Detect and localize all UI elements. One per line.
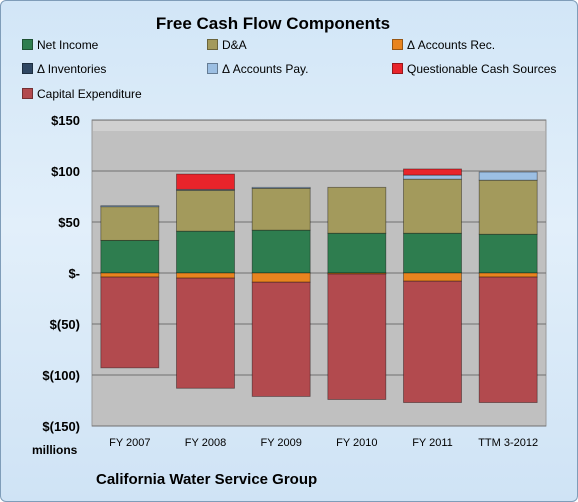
- y-tick-label: $150: [51, 113, 80, 128]
- legend-item: D&A: [207, 38, 247, 52]
- legend-swatch: [22, 39, 33, 50]
- chart-title: Free Cash Flow Components: [155, 14, 391, 33]
- bar-segment: [403, 272, 462, 282]
- bar-segment: [403, 174, 462, 180]
- y-tick-label: $-: [68, 266, 80, 281]
- bar-segment: [327, 232, 387, 274]
- bar-segment: [403, 178, 462, 234]
- bar-segment: [403, 168, 462, 176]
- bar-segment: [100, 239, 160, 274]
- y-tick-label: $(100): [42, 368, 80, 383]
- bar-segment: [251, 229, 311, 274]
- legend-item: Δ Accounts Rec.: [392, 38, 495, 52]
- legend-swatch: [207, 39, 218, 50]
- plot-highlight: [93, 121, 545, 131]
- bar-segment: [478, 179, 538, 235]
- chart-subtitle: California Water Service Group: [96, 471, 318, 488]
- legend-label: Questionable Cash Sources: [407, 62, 557, 76]
- y-tick-label: $50: [58, 215, 80, 230]
- bar-segment: [327, 273, 387, 400]
- bar-segment: [176, 230, 235, 274]
- legend-item: Net Income: [22, 38, 98, 52]
- legend-swatch: [392, 63, 403, 74]
- bar-segment: [478, 272, 538, 278]
- y-tick-label: $(50): [50, 317, 80, 332]
- bar-segment: [251, 272, 311, 283]
- bar-segment: [100, 205, 160, 208]
- legend-item: Δ Accounts Pay.: [207, 62, 309, 76]
- bar-segment: [403, 280, 462, 403]
- bar-segment: [176, 277, 235, 389]
- bar-segment: [478, 233, 538, 274]
- legend-label: Δ Accounts Pay.: [222, 62, 309, 76]
- legend-label: Net Income: [37, 38, 99, 52]
- legend-swatch: [392, 39, 403, 50]
- legend-swatch: [207, 63, 218, 74]
- bar-segment: [478, 171, 538, 181]
- bar-segment: [176, 272, 235, 279]
- x-tick-label: FY 2010: [336, 437, 377, 449]
- bar-segment: [403, 232, 462, 274]
- bar-segment: [100, 276, 160, 369]
- x-tick-label: FY 2011: [412, 437, 453, 449]
- bar-segment: [251, 187, 311, 231]
- bar-segment: [100, 272, 160, 278]
- legend-item: Questionable Cash Sources: [392, 62, 556, 76]
- y-tick-label: $100: [51, 164, 80, 179]
- legend-label: Δ Inventories: [37, 62, 107, 76]
- legend-label: Δ Accounts Rec.: [407, 38, 496, 52]
- legend-item: Capital Expenditure: [22, 87, 142, 101]
- x-tick-label: FY 2008: [185, 437, 226, 449]
- legend-swatch: [22, 63, 33, 74]
- legend-label: Capital Expenditure: [37, 87, 142, 101]
- bar-segment: [251, 281, 311, 397]
- bar-segment: [100, 206, 160, 241]
- bar-segment: [176, 189, 235, 232]
- bar-segment: [327, 186, 387, 234]
- y-tick-label: $(150): [42, 419, 80, 434]
- legend-label: D&A: [222, 38, 247, 52]
- legend-swatch: [22, 88, 33, 99]
- x-tick-label: FY 2009: [260, 437, 301, 449]
- x-tick-label: FY 2007: [109, 437, 150, 449]
- bar-segment: [176, 173, 235, 190]
- bar-segment: [251, 186, 311, 189]
- bar-segment: [478, 276, 538, 403]
- units-label: millions: [32, 443, 78, 457]
- legend-item: Δ Inventories: [22, 62, 106, 76]
- x-tick-label: TTM 3-2012: [478, 437, 538, 449]
